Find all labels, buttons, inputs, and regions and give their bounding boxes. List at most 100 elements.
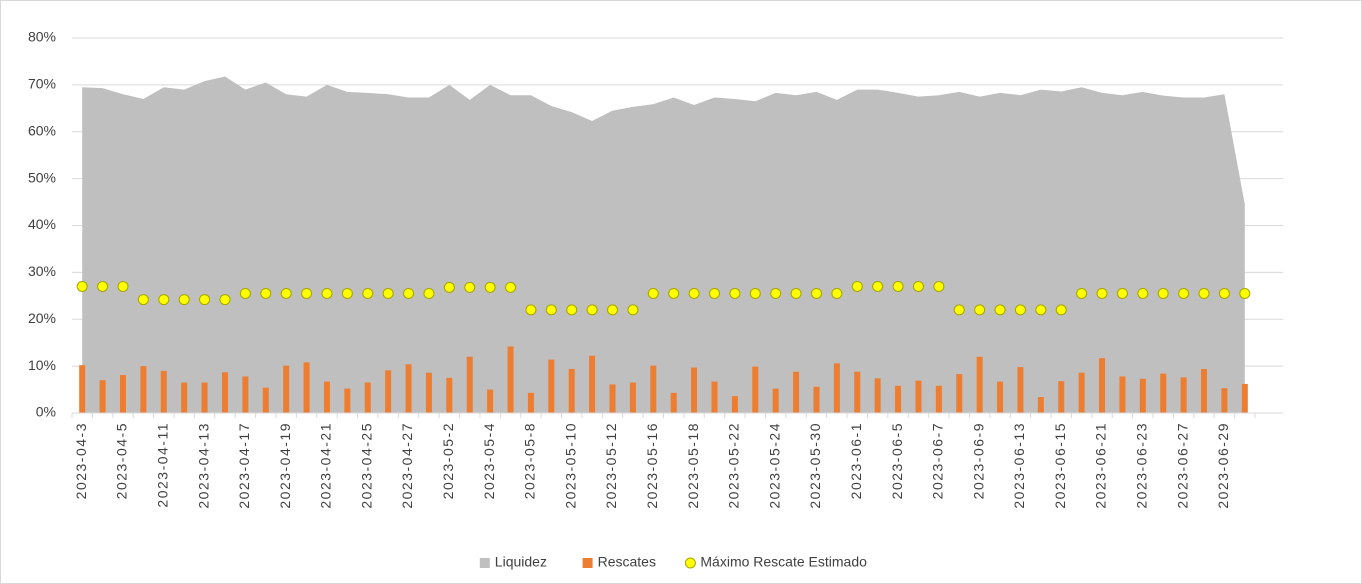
x-tick-label: 2023-04-13 xyxy=(195,422,211,509)
marker xyxy=(239,287,251,299)
marker xyxy=(545,304,557,316)
bar xyxy=(650,365,657,413)
y-tick-label: 80% xyxy=(28,29,56,45)
legend-label: Rescates xyxy=(598,554,656,570)
marker xyxy=(219,294,231,306)
bar xyxy=(221,372,228,413)
bar xyxy=(935,385,942,413)
marker xyxy=(137,294,149,306)
x-tick-label: 2023-06-7 xyxy=(930,422,946,499)
bar xyxy=(99,380,106,413)
x-tick-label: 2023-04-11 xyxy=(154,422,170,508)
marker xyxy=(423,287,435,299)
bar xyxy=(548,359,555,413)
marker xyxy=(260,287,272,299)
marker xyxy=(831,287,843,299)
marker xyxy=(280,287,292,299)
marker xyxy=(729,287,741,299)
marker xyxy=(872,280,884,292)
marker xyxy=(627,304,639,316)
bar xyxy=(589,355,596,413)
x-tick-label: 2023-04-17 xyxy=(236,422,252,509)
bar xyxy=(854,371,861,413)
marker xyxy=(749,287,761,299)
marker xyxy=(1198,287,1210,299)
bar xyxy=(629,382,636,413)
bar xyxy=(1119,376,1126,413)
bar xyxy=(752,366,759,413)
bar xyxy=(670,392,677,413)
marker xyxy=(76,280,88,292)
marker xyxy=(688,287,700,299)
marker xyxy=(933,280,945,292)
bar xyxy=(1058,381,1065,413)
bar xyxy=(1180,377,1187,413)
bar xyxy=(201,382,208,413)
bar xyxy=(711,381,718,413)
x-tick-label: 2023-05-24 xyxy=(766,422,782,509)
bar xyxy=(1099,358,1106,413)
bar xyxy=(79,365,86,413)
x-tick-label: 2023-04-5 xyxy=(114,422,130,499)
marker xyxy=(1137,287,1149,299)
bar xyxy=(731,396,738,413)
x-tick-label: 2023-05-4 xyxy=(481,422,497,499)
marker xyxy=(892,280,904,292)
bar xyxy=(527,392,534,413)
marker xyxy=(1014,304,1026,316)
marker xyxy=(97,280,109,292)
x-tick-label: 2023-05-18 xyxy=(685,422,701,509)
x-tick-label: 2023-06-1 xyxy=(848,422,864,499)
bar xyxy=(956,374,963,413)
marker xyxy=(1035,304,1047,316)
marker xyxy=(1178,287,1190,299)
bar xyxy=(915,380,922,413)
x-tick-label: 2023-04-21 xyxy=(318,422,334,509)
bar xyxy=(997,381,1004,413)
x-tick-label: 2023-04-27 xyxy=(399,422,415,509)
bar xyxy=(1221,388,1228,413)
bar xyxy=(405,364,412,413)
bar xyxy=(833,363,840,413)
bar xyxy=(568,368,575,413)
marker xyxy=(362,287,374,299)
marker xyxy=(403,287,415,299)
bar xyxy=(303,362,310,413)
bar xyxy=(466,356,473,413)
marker xyxy=(382,287,394,299)
y-tick-label: 10% xyxy=(28,357,56,373)
marker xyxy=(178,294,190,306)
marker xyxy=(1239,287,1251,299)
bar xyxy=(1017,367,1024,413)
bar xyxy=(1037,397,1044,413)
bar xyxy=(609,384,616,413)
bar xyxy=(1078,372,1085,413)
marker xyxy=(1096,287,1108,299)
y-tick-label: 30% xyxy=(28,263,56,279)
marker xyxy=(974,304,986,316)
marker xyxy=(484,281,496,293)
x-tick-label: 2023-04-25 xyxy=(358,422,374,509)
legend: Liquidez Rescates Máximo Rescate Estimado xyxy=(479,554,867,570)
bar xyxy=(119,375,126,413)
bar xyxy=(283,365,290,413)
marker xyxy=(770,287,782,299)
y-tick-label: 70% xyxy=(28,76,56,92)
marker xyxy=(158,294,170,306)
marker xyxy=(505,281,517,293)
marker xyxy=(708,287,720,299)
legend-swatch xyxy=(479,558,490,568)
marker xyxy=(668,287,680,299)
x-tick-label: 2023-05-12 xyxy=(603,422,619,509)
x-tick-label: 2023-06-23 xyxy=(1134,422,1150,509)
marker xyxy=(1055,304,1067,316)
marker xyxy=(810,287,822,299)
bar xyxy=(1241,383,1248,413)
bar xyxy=(793,371,800,413)
bar xyxy=(1160,373,1167,413)
legend-swatch xyxy=(684,557,696,569)
bar xyxy=(323,381,330,413)
marker xyxy=(790,287,802,299)
area xyxy=(82,76,1245,413)
